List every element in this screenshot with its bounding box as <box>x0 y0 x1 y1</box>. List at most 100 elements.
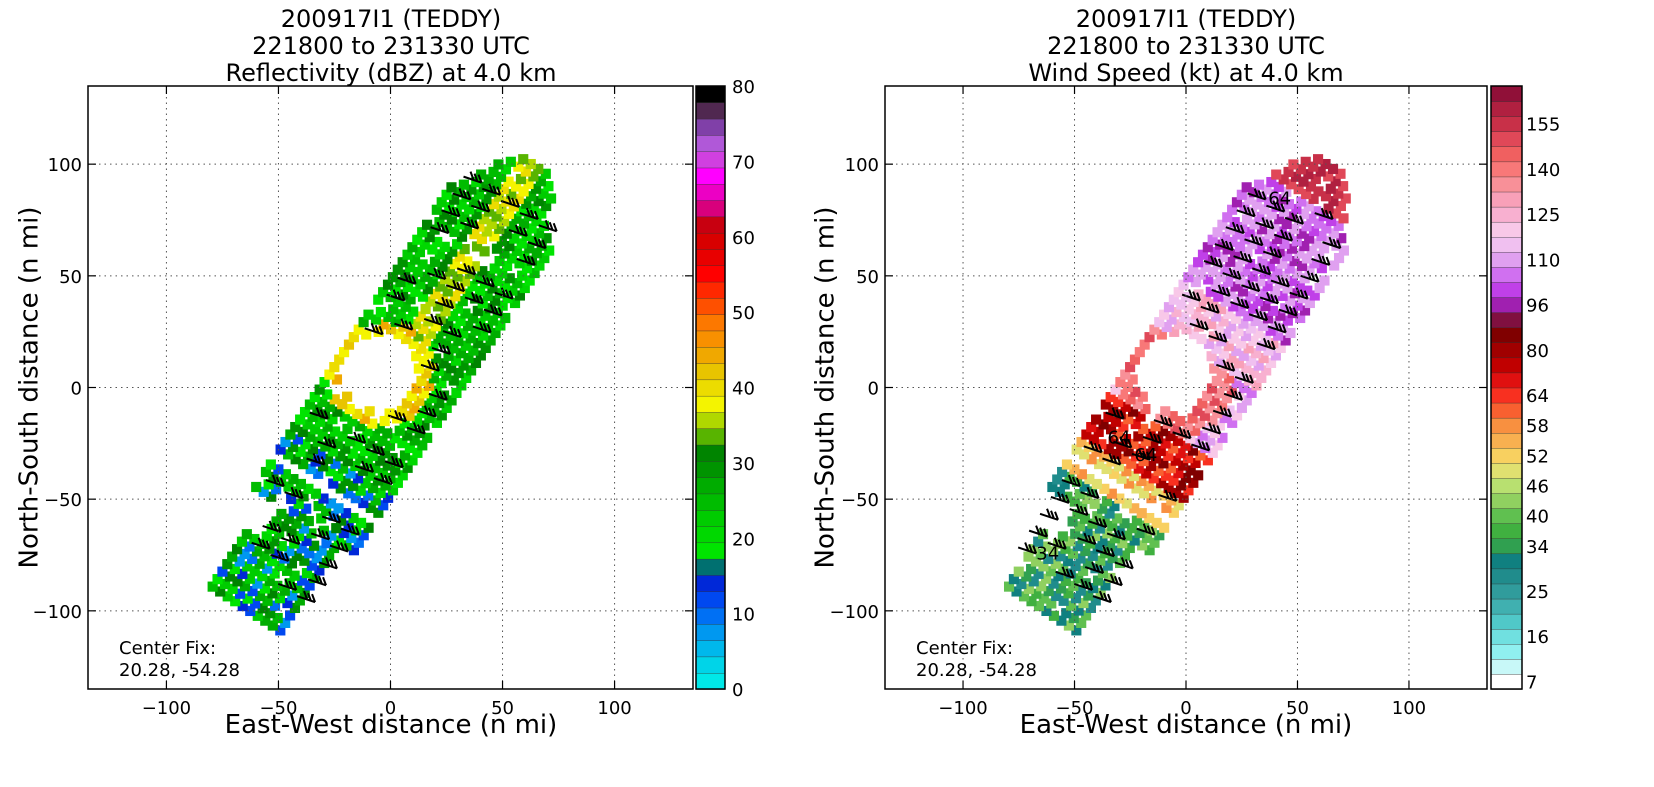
field-cell <box>1224 373 1235 384</box>
contour-label: 34 <box>1036 543 1059 564</box>
wind-barb <box>296 590 316 604</box>
colorbar-swatch <box>695 509 726 527</box>
chart-title-line: Wind Speed (kt) at 4.0 km <box>1028 59 1343 87</box>
field-cell <box>459 276 471 287</box>
field-cell <box>348 480 359 491</box>
field-cell <box>290 454 301 465</box>
wind-barb <box>1214 238 1234 251</box>
field-cell <box>456 231 468 242</box>
field-cell <box>1274 214 1285 225</box>
field-cell <box>340 508 352 519</box>
field-cell <box>1236 338 1247 349</box>
field-cell <box>1206 351 1217 362</box>
field-cell <box>1215 239 1226 250</box>
field-cell <box>272 612 283 624</box>
wind-barb <box>1262 246 1283 259</box>
field-cell <box>385 291 396 303</box>
field-cell <box>1081 610 1092 621</box>
field-cell <box>1183 272 1194 283</box>
field-cell <box>1296 196 1307 207</box>
colorbar-swatch <box>1490 522 1523 539</box>
field-cell <box>1248 303 1259 314</box>
field-cell <box>1008 574 1019 585</box>
field-cell <box>412 234 423 245</box>
field-cell <box>1082 558 1093 569</box>
field-cell <box>292 583 303 594</box>
field-cell <box>1118 453 1129 464</box>
field-cell <box>1238 350 1249 361</box>
colorbar-swatch <box>1490 598 1523 615</box>
field-cell <box>336 515 347 526</box>
field-cell <box>1212 440 1223 451</box>
wind-barb <box>472 321 492 334</box>
colorbar <box>1490 85 1523 690</box>
field-cell <box>439 209 450 220</box>
field-cell <box>432 301 444 312</box>
field-cell <box>342 391 353 402</box>
field-cell <box>1132 399 1144 410</box>
grid <box>88 86 693 689</box>
field-cell <box>504 240 515 252</box>
field-cell <box>335 483 346 494</box>
field-cell <box>1146 493 1157 504</box>
field-cell <box>1309 258 1320 269</box>
wind-barb <box>347 431 367 444</box>
field-cell <box>1103 411 1114 422</box>
field-cell <box>526 191 537 202</box>
colorbar-swatch <box>695 558 726 576</box>
field-cell <box>1072 508 1083 519</box>
field-cell <box>1033 568 1044 579</box>
field-cell <box>325 433 336 445</box>
field-cell <box>1159 522 1170 533</box>
field-cell <box>1148 473 1159 484</box>
wind-barb <box>1017 542 1038 555</box>
field-cell <box>286 526 297 537</box>
field-cell <box>479 246 490 257</box>
field-cell <box>1211 343 1222 354</box>
field-cell <box>516 238 527 249</box>
field-cell <box>364 406 375 417</box>
field-cell <box>1327 163 1339 174</box>
field-cell <box>1205 286 1216 297</box>
field-cell <box>456 199 467 210</box>
field-cell <box>1244 226 1255 237</box>
field-cell <box>1120 433 1132 445</box>
field-cell <box>327 414 338 425</box>
wind-barb <box>317 436 337 449</box>
field-cell <box>1122 530 1133 541</box>
wind-barb <box>1230 296 1250 310</box>
field-cell <box>453 187 465 198</box>
field-cell <box>292 434 303 445</box>
field-cell <box>1256 372 1267 383</box>
field-cell <box>1154 530 1165 541</box>
field-cell <box>459 211 470 222</box>
field-cell <box>1262 281 1273 292</box>
field-cell <box>421 219 433 230</box>
colorbar-swatch <box>1490 447 1523 464</box>
field-cell <box>425 296 436 307</box>
field-cell <box>1180 440 1191 451</box>
field-cell <box>1214 356 1225 367</box>
colorbar-tick-label: 50 <box>732 303 755 324</box>
field-cell <box>232 576 243 587</box>
field-cell <box>283 449 294 460</box>
chart-title-line: 221800 to 231330 UTC <box>1047 32 1325 60</box>
data-field <box>1003 154 1351 636</box>
field-cell <box>1188 477 1199 488</box>
colorbar-swatch <box>695 656 726 674</box>
field-cell <box>1265 357 1277 368</box>
wind-barb <box>1251 263 1272 276</box>
field-cell <box>275 625 286 636</box>
field-cell <box>404 410 415 421</box>
wind-barb <box>1069 503 1089 517</box>
field-cell <box>279 585 290 596</box>
field-cell <box>358 497 369 509</box>
field-cell <box>1210 279 1221 290</box>
field-cell <box>439 241 450 252</box>
field-cell <box>388 304 399 315</box>
field-cell <box>318 461 329 472</box>
field-cell <box>526 255 537 266</box>
field-cell <box>1138 456 1149 467</box>
field-cell <box>1258 353 1269 364</box>
field-cell <box>1068 580 1079 591</box>
